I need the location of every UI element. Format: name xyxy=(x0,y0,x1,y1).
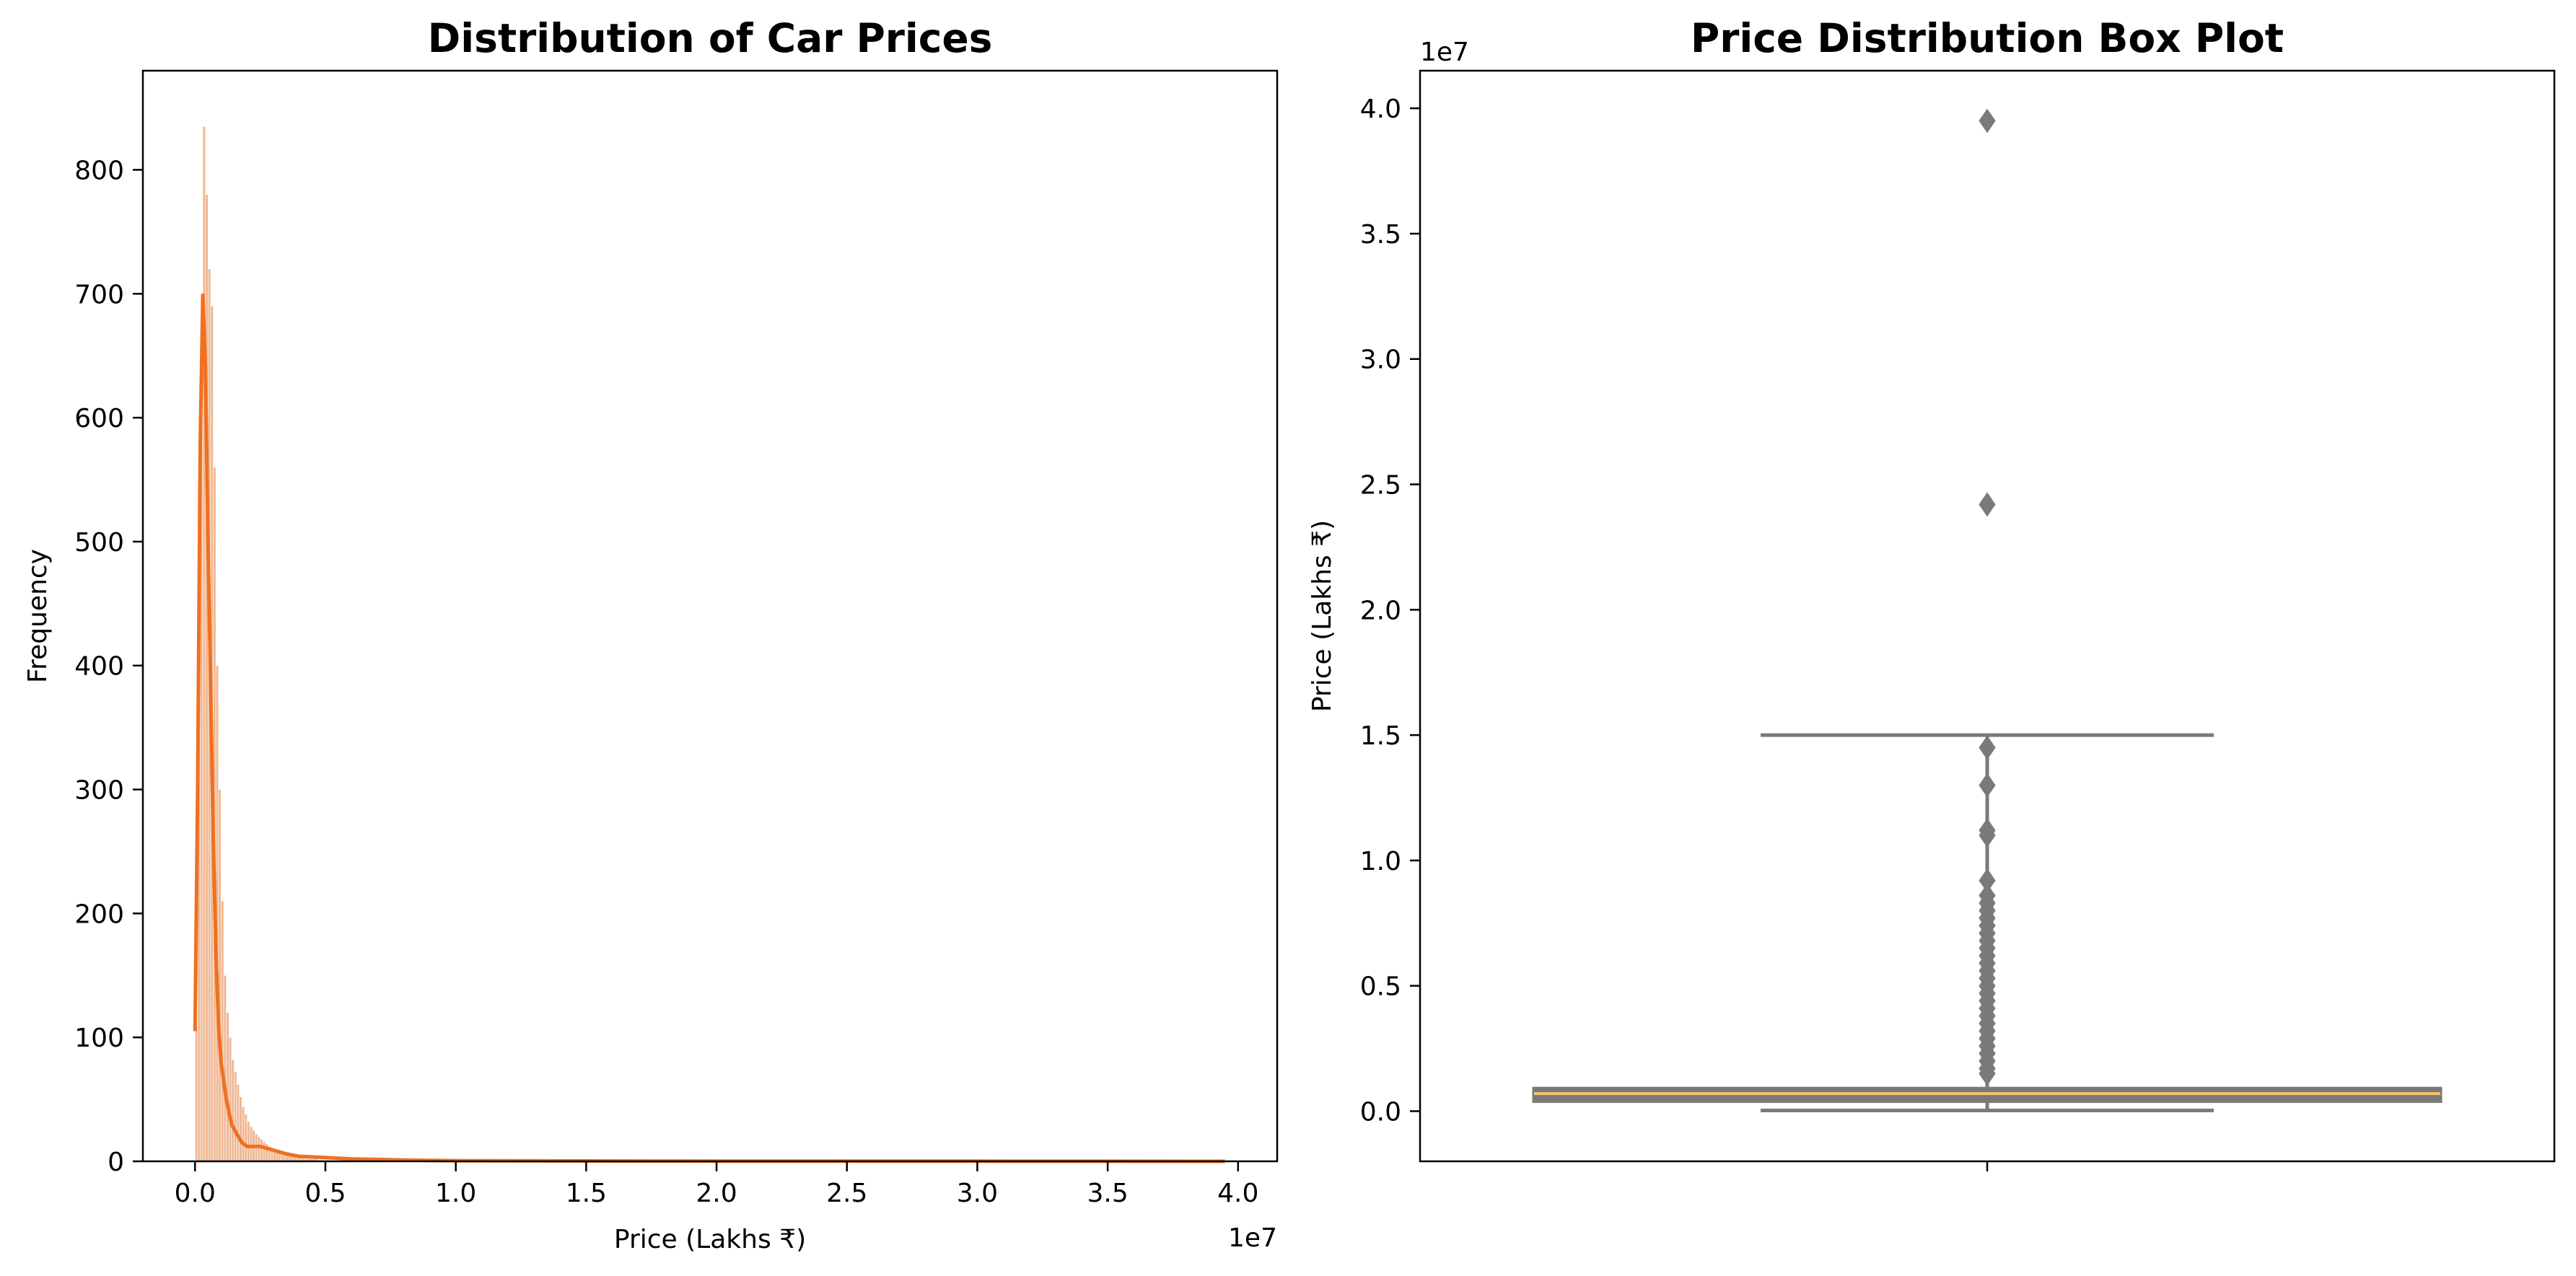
histogram-bar xyxy=(221,900,224,1162)
y-tick-label: 100 xyxy=(74,1024,124,1053)
kde-curve xyxy=(193,294,1225,1163)
histogram-plot-area xyxy=(143,71,1277,1161)
x-tick-label: 2.0 xyxy=(696,1179,737,1208)
outlier-marker xyxy=(1979,868,1996,893)
outlier-marker xyxy=(1979,735,1996,760)
histogram-bar xyxy=(247,1121,250,1162)
histogram-frame xyxy=(141,69,1279,1163)
x-tick-label: 0.5 xyxy=(305,1179,346,1208)
outlier-marker xyxy=(1979,818,1996,843)
y-tick-label: 700 xyxy=(74,280,124,309)
y-tick-label: 2.0 xyxy=(1360,596,1401,625)
histogram-y-ticks: 0 100 200 300 400 500 600 700 800 xyxy=(74,156,143,1177)
y-tick-label: 800 xyxy=(74,156,124,185)
outlier-marker xyxy=(1979,773,1996,798)
x-tick-label: 3.5 xyxy=(1087,1179,1128,1208)
y-tick-label: 3.0 xyxy=(1360,346,1401,375)
x-tick-label: 1.5 xyxy=(566,1179,607,1208)
histogram-bar xyxy=(218,789,222,1162)
histogram-bar xyxy=(231,1059,235,1162)
histogram-bar xyxy=(244,1114,247,1162)
histogram-bar xyxy=(223,974,227,1162)
boxplot-outliers xyxy=(1979,108,1996,1086)
outlier-marker xyxy=(1979,492,1996,517)
boxplot-y-offset: 1e7 xyxy=(1420,38,1469,67)
histogram-bar xyxy=(194,1024,198,1162)
y-tick-label: 0 xyxy=(108,1148,124,1177)
boxplot-frame xyxy=(1419,69,2556,1163)
histogram-x-ticks: 0.0 0.5 1.0 1.5 2.0 2.5 3.0 3.5 4.0 xyxy=(175,1161,1258,1208)
y-tick-label: 300 xyxy=(74,776,124,806)
histogram-bar xyxy=(260,1138,263,1162)
boxplot-y-ticks: 0.0 0.5 1.0 1.5 2.0 2.5 3.0 3.5 4.0 xyxy=(1360,94,1420,1127)
histogram-bar xyxy=(239,1096,242,1162)
y-tick-label: 4.0 xyxy=(1360,94,1401,124)
x-tick-label: 1.0 xyxy=(435,1179,476,1208)
x-tick-label: 3.0 xyxy=(957,1179,998,1208)
histogram-bar xyxy=(228,1037,232,1162)
x-tick-label: 2.5 xyxy=(826,1179,867,1208)
y-tick-label: 0.5 xyxy=(1360,972,1401,1002)
histogram-x-label: Price (Lakhs ₹) xyxy=(614,1225,806,1254)
y-tick-label: 600 xyxy=(74,404,124,434)
y-tick-label: 400 xyxy=(74,652,124,682)
histogram-bar xyxy=(242,1106,245,1162)
y-tick-label: 500 xyxy=(74,528,124,558)
histogram-bar xyxy=(202,126,206,1162)
outlier-marker xyxy=(1979,883,1996,908)
y-tick-label: 1.0 xyxy=(1360,847,1401,876)
histogram-title: Distribution of Car Prices xyxy=(428,15,993,61)
histogram-bar xyxy=(234,1071,237,1162)
y-tick-label: 3.5 xyxy=(1360,220,1401,250)
histogram-panel: 0.0 0.5 1.0 1.5 2.0 2.5 3.0 3.5 4.0 0 100 200 300 40… xyxy=(23,15,1279,1254)
boxplot-y-label: Price (Lakhs ₹) xyxy=(1307,520,1337,712)
histogram-bar xyxy=(262,1141,266,1162)
histogram-bar xyxy=(257,1136,260,1162)
histogram-bar xyxy=(249,1126,253,1162)
histogram-bar xyxy=(236,1084,240,1162)
boxplot-panel: 0.0 0.5 1.0 1.5 2.0 2.5 3.0 3.5 4.0 Price Distri… xyxy=(1307,15,2556,1171)
y-tick-label: 1.5 xyxy=(1360,721,1401,751)
y-tick-label: 200 xyxy=(74,899,124,929)
y-tick-label: 0.0 xyxy=(1360,1097,1401,1127)
histogram-bar xyxy=(226,1012,229,1162)
x-tick-label: 4.0 xyxy=(1217,1179,1258,1208)
boxplot-title: Price Distribution Box Plot xyxy=(1691,15,2284,61)
x-tick-label: 0.0 xyxy=(175,1179,216,1208)
histogram-x-offset: 1e7 xyxy=(1228,1223,1277,1253)
y-tick-label: 2.5 xyxy=(1360,471,1401,501)
outlier-marker xyxy=(1979,108,1996,133)
histogram-y-label: Frequency xyxy=(23,549,53,683)
